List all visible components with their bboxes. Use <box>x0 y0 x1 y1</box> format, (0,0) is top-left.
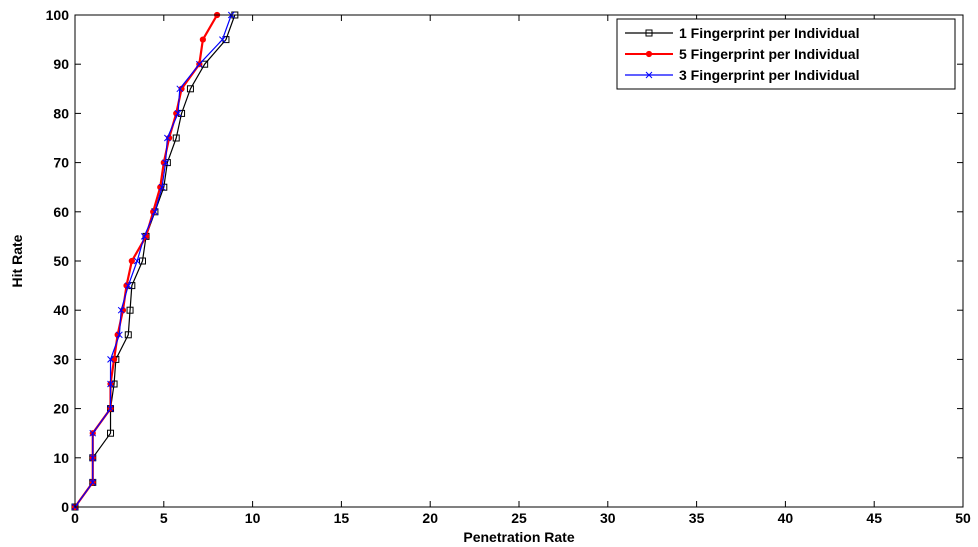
x-marker <box>176 85 184 93</box>
x-marker-stroke <box>162 159 169 166</box>
x-marker-stroke <box>645 71 653 79</box>
x-tick-label: 15 <box>334 510 350 526</box>
x-marker-stroke <box>176 85 184 93</box>
x-marker-stroke <box>158 183 166 191</box>
x-tick-label: 40 <box>778 510 794 526</box>
x-tick-label: 50 <box>955 510 971 526</box>
x-marker <box>162 159 169 166</box>
y-tick-label: 50 <box>53 253 69 269</box>
x-tick-label: 25 <box>511 510 527 526</box>
x-tick-label: 10 <box>245 510 261 526</box>
x-marker <box>107 405 114 412</box>
x-tick-label: 45 <box>866 510 882 526</box>
y-tick-label: 90 <box>53 56 69 72</box>
legend-box <box>616 18 956 90</box>
x-marker-stroke <box>163 134 171 142</box>
square-marker <box>124 331 132 339</box>
square-marker <box>107 429 115 437</box>
square-marker <box>645 29 653 37</box>
legend-label: 1 Fingerprint per Individual <box>679 25 859 41</box>
x-tick-label: 5 <box>160 510 168 526</box>
x-marker <box>124 282 132 289</box>
dot-marker <box>199 36 206 43</box>
x-marker-stroke <box>107 405 114 412</box>
x-marker <box>151 208 159 216</box>
legend-label: 3 Fingerprint per Individual <box>679 67 859 83</box>
x-marker-stroke <box>107 380 114 388</box>
y-tick-label: 20 <box>53 401 69 417</box>
y-tick-label: 10 <box>53 450 69 466</box>
x-marker-stroke <box>89 429 97 437</box>
y-tick-label: 100 <box>46 7 70 23</box>
legend-item: 5 Fingerprint per Individual <box>625 46 859 62</box>
x-marker-stroke <box>195 60 203 68</box>
x-marker-stroke <box>174 110 182 117</box>
square-marker <box>138 257 146 265</box>
dot-marker <box>128 257 135 265</box>
legend: 1 Fingerprint per Individual 5 Fingerprin… <box>616 18 956 90</box>
x-marker-stroke <box>117 306 125 314</box>
y-tick-label: 70 <box>53 155 69 171</box>
x-marker-stroke <box>133 257 141 265</box>
x-marker <box>219 36 226 43</box>
y-tick-label: 30 <box>53 351 69 367</box>
y-tick-label: 40 <box>53 302 69 318</box>
dot-marker <box>110 356 118 363</box>
x-marker <box>163 134 171 142</box>
legend-item: 1 Fingerprint per Individual <box>625 25 859 41</box>
x-tick-label: 0 <box>71 510 79 526</box>
x-marker-stroke <box>89 479 97 486</box>
y-tick-label: 80 <box>53 105 69 121</box>
x-marker <box>116 331 123 339</box>
x-marker <box>107 380 114 388</box>
x-marker <box>645 71 653 79</box>
x-marker <box>133 257 141 265</box>
x-marker-stroke <box>219 36 226 43</box>
x-marker <box>140 233 148 240</box>
x-marker <box>89 429 97 437</box>
square-marker <box>126 306 134 314</box>
x-marker-stroke <box>107 356 114 363</box>
legend-item: 3 Fingerprint per Individual <box>625 67 859 83</box>
x-marker <box>117 306 125 314</box>
x-tick-label: 20 <box>422 510 438 526</box>
x-marker-stroke <box>124 282 132 289</box>
ticks-layer: 0 5 10 15 20 25 30 35 40 45 50 0 10 20 30 40 50 60 70 80 90 1… <box>46 7 971 526</box>
x-tick-label: 35 <box>689 510 705 526</box>
x-marker-stroke <box>89 454 97 462</box>
y-tick-label: 60 <box>53 204 69 220</box>
x-marker <box>174 110 182 117</box>
x-axis-label: Penetration Rate <box>463 529 574 545</box>
square-marker <box>172 134 180 142</box>
x-marker <box>195 60 203 68</box>
x-tick-label: 30 <box>600 510 616 526</box>
dot-marker <box>645 50 653 58</box>
x-marker-stroke <box>151 208 159 216</box>
series-layer <box>71 11 239 511</box>
y-axis-label: Hit Rate <box>9 234 25 287</box>
x-marker <box>158 183 166 191</box>
square-marker <box>186 85 194 93</box>
x-marker-stroke <box>140 233 148 240</box>
x-marker <box>107 356 114 363</box>
y-tick-label: 0 <box>61 499 69 515</box>
legend-label: 5 Fingerprint per Individual <box>679 46 859 62</box>
series-line <box>74 14 236 508</box>
x-marker <box>89 454 97 462</box>
x-marker-stroke <box>116 331 123 339</box>
x-marker <box>89 479 97 486</box>
